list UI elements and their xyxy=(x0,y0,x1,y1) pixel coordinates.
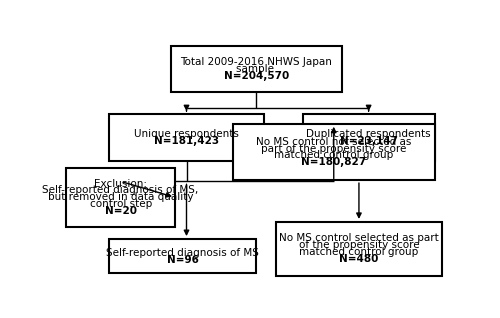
FancyBboxPatch shape xyxy=(233,124,434,180)
Text: N=480: N=480 xyxy=(339,254,378,264)
FancyBboxPatch shape xyxy=(303,114,434,161)
Text: Duplicated respondents: Duplicated respondents xyxy=(306,129,431,139)
FancyBboxPatch shape xyxy=(109,114,264,161)
Text: N=20: N=20 xyxy=(104,206,136,216)
Text: but removed in data quality: but removed in data quality xyxy=(48,192,194,202)
Text: N=23,147: N=23,147 xyxy=(340,136,398,146)
Text: N=204,570: N=204,570 xyxy=(224,71,289,81)
Text: matched control group: matched control group xyxy=(300,247,418,257)
Text: No MS control not selected as: No MS control not selected as xyxy=(256,137,412,147)
FancyBboxPatch shape xyxy=(276,222,442,276)
Text: part of the propensity score: part of the propensity score xyxy=(261,144,406,154)
Text: N=180,827: N=180,827 xyxy=(301,157,366,167)
Text: control step: control step xyxy=(90,199,152,209)
Text: Self-reported diagnosis of MS: Self-reported diagnosis of MS xyxy=(106,248,259,258)
Text: Total 2009-2016 NHWS Japan: Total 2009-2016 NHWS Japan xyxy=(180,57,332,67)
FancyBboxPatch shape xyxy=(66,168,175,227)
Text: Self-reported diagnosis of MS,: Self-reported diagnosis of MS, xyxy=(42,185,199,196)
Text: N=96: N=96 xyxy=(166,254,198,265)
Text: sample: sample xyxy=(236,64,277,74)
FancyBboxPatch shape xyxy=(171,45,342,92)
Text: Unique respondents: Unique respondents xyxy=(134,129,239,139)
Text: of the propensity score: of the propensity score xyxy=(298,240,419,250)
Text: N=181,423: N=181,423 xyxy=(154,136,219,146)
Text: Exclusion:: Exclusion: xyxy=(94,179,147,189)
FancyBboxPatch shape xyxy=(109,239,256,273)
Text: No MS control selected as part: No MS control selected as part xyxy=(279,233,439,244)
Text: matched control group: matched control group xyxy=(274,150,394,161)
